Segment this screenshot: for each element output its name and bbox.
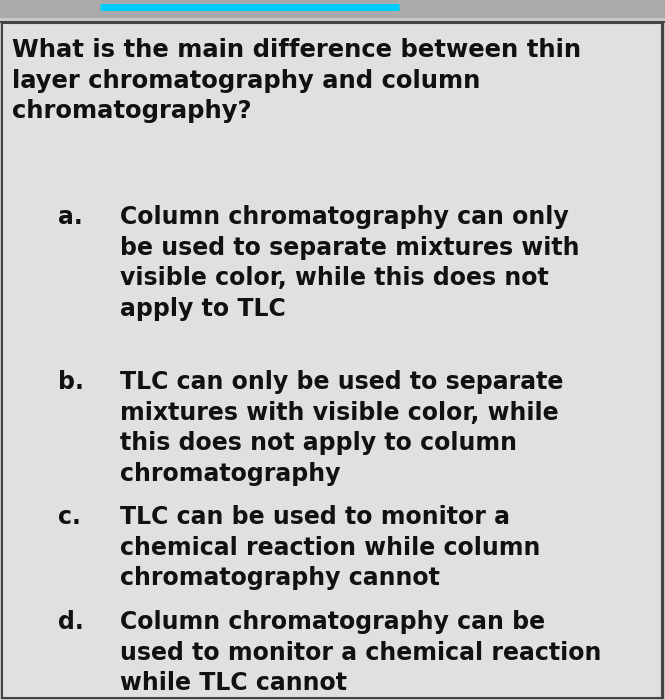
Text: c.: c. <box>58 505 81 529</box>
Text: b.: b. <box>58 370 84 394</box>
Text: d.: d. <box>58 610 84 634</box>
Text: Column chromatography can be
used to monitor a chemical reaction
while TLC canno: Column chromatography can be used to mon… <box>120 610 601 695</box>
Text: Column chromatography can only
be used to separate mixtures with
visible color, : Column chromatography can only be used t… <box>120 205 579 321</box>
Bar <box>0 0 665 18</box>
Text: What is the main difference between thin
layer chromatography and column
chromat: What is the main difference between thin… <box>12 38 581 123</box>
Text: a.: a. <box>58 205 82 229</box>
Text: TLC can only be used to separate
mixtures with visible color, while
this does no: TLC can only be used to separate mixture… <box>120 370 563 486</box>
Text: TLC can be used to monitor a
chemical reaction while column
chromatography canno: TLC can be used to monitor a chemical re… <box>120 505 541 590</box>
